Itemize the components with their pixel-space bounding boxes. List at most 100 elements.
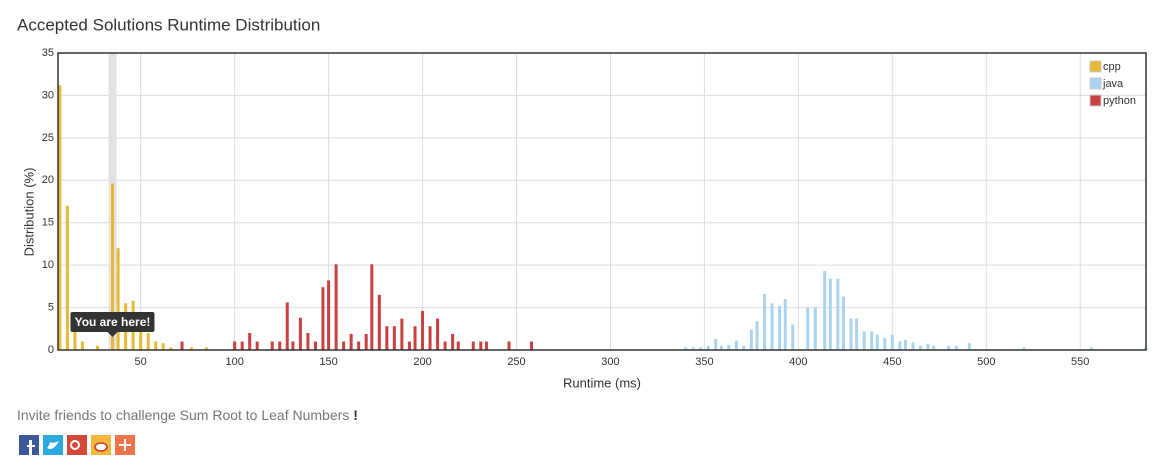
x-tick-label: 450 — [883, 356, 901, 368]
icon-glyph — [119, 444, 131, 446]
legend-label: java — [1102, 78, 1124, 90]
bar — [862, 331, 866, 350]
bar — [278, 341, 282, 350]
bar — [421, 310, 425, 350]
x-tick-label: 250 — [507, 356, 525, 368]
bar — [926, 344, 930, 350]
icon-glyph — [47, 441, 59, 450]
y-tick-label: 20 — [42, 174, 54, 186]
bar — [436, 318, 440, 350]
x-tick-label: 200 — [413, 356, 431, 368]
bar — [898, 341, 902, 350]
bar — [727, 344, 731, 350]
bar — [364, 333, 368, 350]
bar — [451, 333, 455, 350]
y-tick-label: 35 — [42, 47, 54, 59]
chart-title: Accepted Solutions Runtime Distribution — [17, 15, 320, 34]
invite-text: Invite friends to challenge Sum Root to … — [17, 407, 349, 423]
bar — [1022, 347, 1026, 350]
bar — [385, 326, 389, 350]
bar — [428, 326, 432, 350]
bar — [116, 248, 120, 350]
legend-label: python — [1103, 95, 1136, 107]
bar — [110, 183, 114, 350]
bar — [699, 347, 703, 350]
bar — [377, 294, 381, 350]
icon-glyph — [29, 440, 32, 455]
legend-swatch — [1089, 60, 1102, 73]
share-google[interactable] — [67, 435, 87, 455]
bar — [161, 343, 165, 350]
bar — [95, 345, 99, 350]
bar — [342, 341, 346, 350]
bar — [954, 345, 958, 350]
bar — [180, 341, 184, 350]
bar — [806, 307, 810, 350]
bar — [285, 302, 289, 350]
bar — [813, 307, 817, 350]
bar — [443, 341, 447, 350]
bar — [783, 299, 787, 350]
bar — [327, 280, 331, 350]
x-tick-label: 400 — [789, 356, 807, 368]
y-tick-label: 0 — [48, 344, 54, 356]
bar — [749, 329, 753, 350]
x-tick-label: 500 — [977, 356, 995, 368]
bar — [719, 345, 723, 350]
bar — [530, 341, 534, 350]
y-axis-label: Distribution (%) — [21, 168, 36, 257]
bar — [1090, 347, 1094, 350]
bar — [883, 338, 887, 350]
tooltip-text: You are here! — [75, 315, 151, 329]
bar — [791, 324, 795, 350]
bar — [154, 341, 158, 350]
bar — [836, 278, 840, 350]
bar — [298, 317, 302, 350]
bar — [189, 347, 193, 350]
icon-glyph — [27, 445, 35, 447]
legend-swatch — [1089, 77, 1102, 90]
bar — [763, 293, 767, 350]
bar — [248, 333, 252, 350]
bar — [823, 271, 827, 350]
bar — [370, 264, 374, 350]
bar — [770, 303, 774, 350]
bar — [146, 333, 150, 350]
bar — [471, 341, 475, 350]
bar — [870, 331, 874, 350]
bar — [479, 341, 483, 350]
bar — [911, 342, 915, 350]
bar — [734, 340, 738, 350]
bar — [507, 341, 511, 350]
bar — [255, 341, 259, 350]
bar — [169, 347, 173, 350]
bar — [706, 345, 710, 350]
y-tick-label: 15 — [42, 217, 54, 229]
bar — [691, 347, 695, 350]
bar — [903, 339, 907, 350]
x-tick-label: 50 — [135, 356, 147, 368]
legend-label: cpp — [1103, 61, 1121, 73]
bar — [714, 338, 718, 350]
x-tick-label: 150 — [319, 356, 337, 368]
bar — [400, 318, 404, 350]
x-tick-label: 100 — [225, 356, 243, 368]
bar — [755, 321, 759, 350]
bar — [80, 341, 84, 350]
bar — [932, 345, 936, 350]
bar — [58, 85, 62, 350]
bar — [392, 326, 396, 350]
icon-glyph — [70, 440, 80, 450]
y-tick-label: 5 — [48, 301, 54, 313]
bar — [456, 341, 460, 350]
bar — [828, 278, 832, 350]
bar — [65, 205, 69, 350]
invite-mark: ! — [353, 407, 358, 423]
bar — [407, 341, 411, 350]
bar — [233, 341, 237, 350]
bar — [742, 345, 746, 350]
x-tick-label: 300 — [601, 356, 619, 368]
tooltip-pointer — [107, 332, 118, 337]
icon-glyph — [94, 442, 108, 452]
bar — [841, 296, 845, 350]
